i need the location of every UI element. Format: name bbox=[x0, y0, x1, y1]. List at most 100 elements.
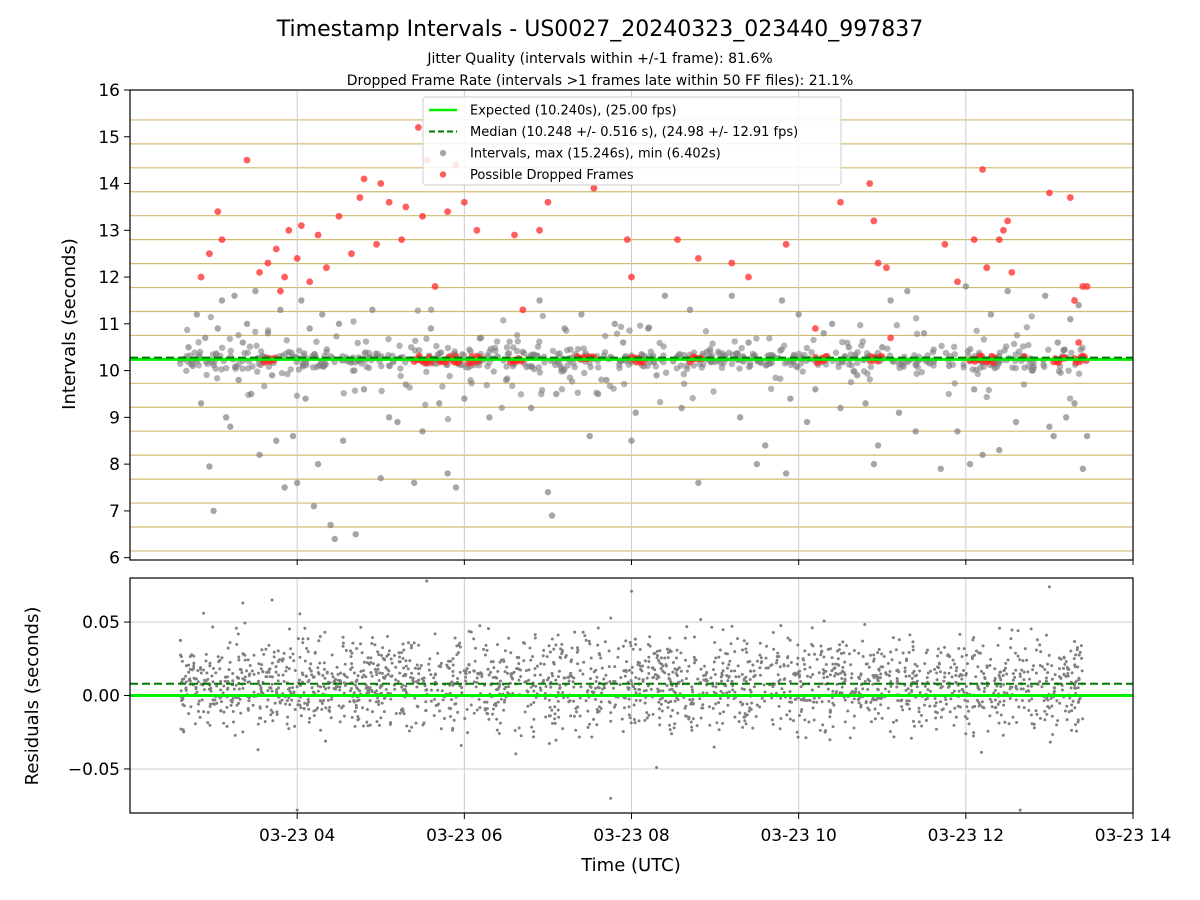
residual-point bbox=[1075, 729, 1079, 733]
dropped-frame-point bbox=[419, 212, 426, 220]
residual-point bbox=[327, 708, 331, 712]
residual-point bbox=[1003, 666, 1007, 670]
interval-point bbox=[1050, 432, 1057, 440]
residual-point bbox=[415, 685, 419, 689]
interval-point bbox=[753, 335, 760, 342]
residual-point bbox=[568, 699, 572, 703]
residual-point bbox=[998, 626, 1002, 630]
interval-point bbox=[249, 363, 256, 370]
interval-point bbox=[461, 395, 468, 402]
residual-point bbox=[952, 689, 956, 693]
residual-point bbox=[353, 724, 357, 728]
residual-point bbox=[222, 684, 226, 688]
residual-point bbox=[733, 650, 737, 654]
interval-point bbox=[298, 297, 305, 304]
interval-point bbox=[895, 409, 903, 416]
residual-point bbox=[715, 721, 719, 725]
residual-point bbox=[210, 674, 214, 678]
residual-point bbox=[891, 636, 895, 640]
residual-point bbox=[854, 687, 858, 691]
residual-point bbox=[630, 665, 634, 669]
interval-point bbox=[554, 350, 561, 358]
dropped-frame-point bbox=[811, 325, 819, 332]
residual-point bbox=[629, 644, 633, 648]
residual-point bbox=[732, 697, 736, 701]
residual-point bbox=[359, 669, 363, 673]
residual-point bbox=[645, 716, 649, 720]
interval-point bbox=[1054, 339, 1061, 346]
residual-point bbox=[588, 677, 592, 681]
interval-point bbox=[645, 325, 652, 332]
dropped-frame-point bbox=[970, 236, 978, 244]
dropped-frame-point bbox=[348, 250, 355, 258]
residual-point bbox=[1070, 709, 1074, 713]
interval-point bbox=[490, 368, 497, 375]
residual-point bbox=[967, 722, 971, 726]
residual-point bbox=[690, 725, 694, 729]
interval-point bbox=[884, 345, 891, 352]
residual-point bbox=[300, 671, 304, 675]
residual-point bbox=[962, 690, 966, 694]
interval-point bbox=[293, 479, 301, 487]
interval-point bbox=[1066, 395, 1074, 402]
residual-point bbox=[270, 661, 274, 665]
residual-point bbox=[369, 656, 373, 660]
interval-point bbox=[1075, 370, 1083, 377]
residual-point bbox=[1063, 662, 1067, 666]
residual-point bbox=[910, 676, 914, 680]
residual-point bbox=[405, 724, 409, 728]
interval-point bbox=[662, 369, 670, 376]
residual-point bbox=[807, 720, 811, 724]
residual-point bbox=[290, 698, 294, 702]
interval-point bbox=[314, 460, 322, 468]
interval-point bbox=[1083, 432, 1091, 440]
residual-point bbox=[998, 700, 1002, 704]
residual-point bbox=[909, 684, 913, 688]
residual-point bbox=[353, 683, 357, 687]
residual-point bbox=[997, 673, 1001, 677]
residual-point bbox=[782, 690, 786, 694]
residual-point bbox=[648, 635, 652, 639]
residual-point bbox=[342, 672, 346, 676]
residual-point bbox=[1013, 651, 1017, 655]
residual-point bbox=[341, 641, 345, 645]
residual-point bbox=[196, 680, 200, 684]
residual-point bbox=[850, 672, 854, 676]
residual-point bbox=[332, 680, 336, 684]
residual-point bbox=[835, 682, 839, 686]
residual-point bbox=[734, 675, 738, 679]
interval-point bbox=[302, 395, 309, 402]
residual-point bbox=[449, 714, 453, 718]
residual-point bbox=[851, 690, 855, 694]
residual-point bbox=[219, 688, 223, 692]
residual-point bbox=[942, 679, 946, 683]
residual-point bbox=[880, 652, 884, 656]
dropped-frame-point bbox=[874, 259, 882, 267]
residual-point bbox=[675, 674, 679, 678]
residual-point bbox=[698, 697, 702, 701]
residual-point bbox=[1011, 715, 1015, 719]
residual-point bbox=[871, 696, 875, 700]
residual-point bbox=[505, 665, 509, 669]
residual-point bbox=[416, 705, 420, 709]
residual-point bbox=[873, 707, 877, 711]
dropped-frame-point bbox=[979, 166, 986, 173]
residual-point bbox=[503, 670, 507, 674]
chart-subtitle-dropped: Dropped Frame Rate (intervals >1 frames … bbox=[347, 73, 854, 89]
interval-point bbox=[996, 446, 1003, 454]
residual-point bbox=[386, 691, 390, 695]
residual-point bbox=[241, 652, 245, 656]
residual-point bbox=[675, 696, 679, 700]
residual-point bbox=[272, 655, 276, 659]
interval-point bbox=[202, 334, 209, 342]
residual-point bbox=[880, 716, 884, 720]
residual-point bbox=[666, 650, 670, 654]
residual-point bbox=[229, 703, 233, 707]
residual-point bbox=[875, 696, 879, 700]
residual-point bbox=[778, 678, 782, 682]
interval-point bbox=[246, 343, 254, 350]
residual-point bbox=[720, 679, 724, 683]
residual-point bbox=[876, 651, 880, 655]
residual-point bbox=[658, 697, 662, 701]
